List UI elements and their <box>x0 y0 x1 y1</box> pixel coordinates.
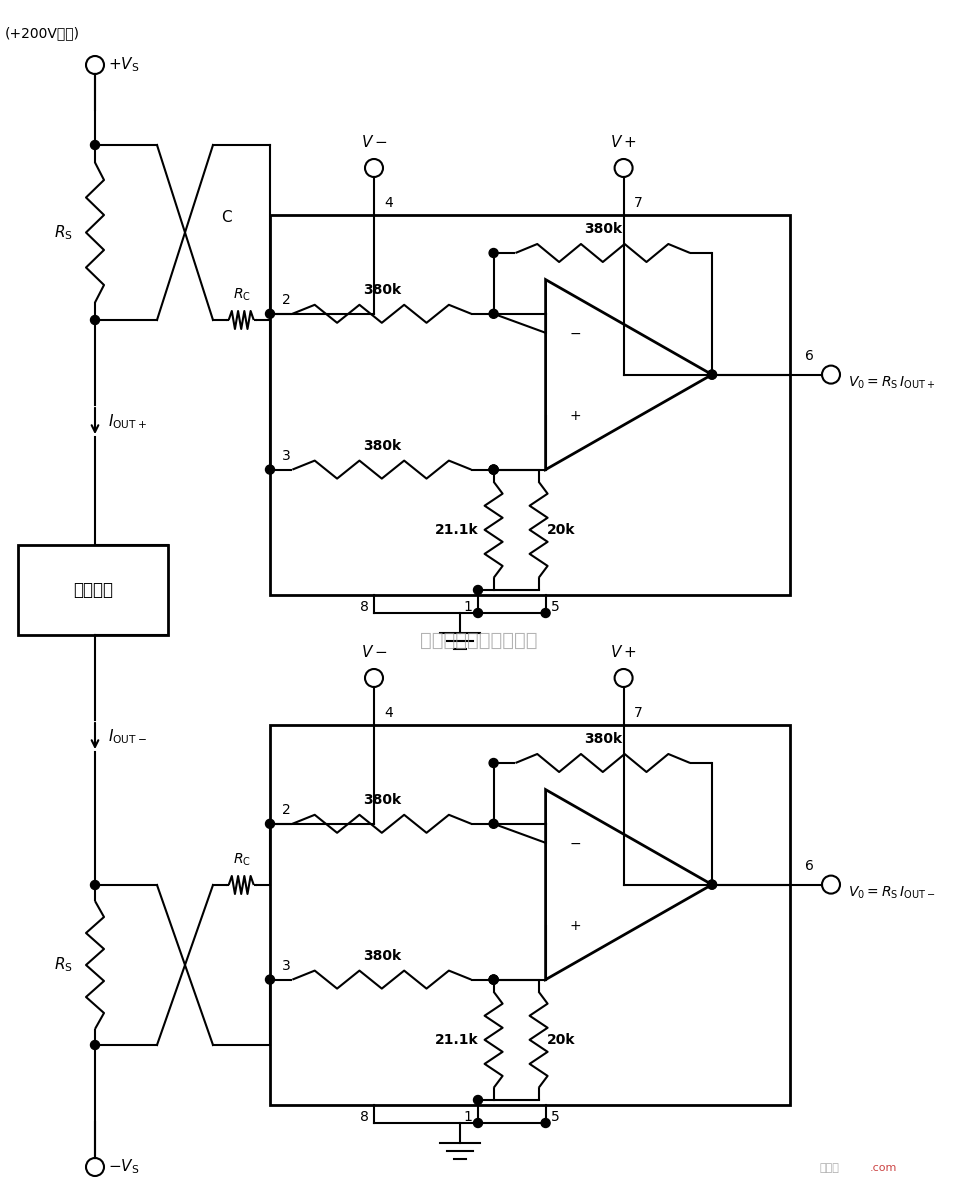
Circle shape <box>708 880 716 889</box>
Text: 测试器件: 测试器件 <box>73 581 113 599</box>
Text: 3: 3 <box>282 958 291 973</box>
Text: $R_\mathrm{S}$: $R_\mathrm{S}$ <box>54 956 73 974</box>
Text: $+$: $+$ <box>570 410 581 423</box>
Text: 2: 2 <box>282 803 291 817</box>
Text: $V+$: $V+$ <box>610 134 637 151</box>
Circle shape <box>541 608 550 618</box>
Circle shape <box>489 249 498 257</box>
Text: 4: 4 <box>384 196 393 210</box>
Circle shape <box>489 465 498 474</box>
Text: $R_\mathrm{C}$: $R_\mathrm{C}$ <box>232 287 250 304</box>
Text: 杭州将睿科技有限公司: 杭州将睿科技有限公司 <box>420 631 538 650</box>
Text: 8: 8 <box>361 600 369 614</box>
Circle shape <box>489 975 498 985</box>
Text: 4: 4 <box>384 706 393 721</box>
Circle shape <box>489 465 498 474</box>
Bar <box>18 545 168 635</box>
Circle shape <box>266 310 274 318</box>
Text: 8: 8 <box>361 1110 369 1124</box>
Text: 21.1k: 21.1k <box>435 522 479 537</box>
Text: 380k: 380k <box>363 792 401 807</box>
Circle shape <box>489 820 498 828</box>
Text: 1: 1 <box>463 1110 472 1124</box>
Text: 20k: 20k <box>547 1032 575 1047</box>
Circle shape <box>90 141 100 149</box>
Text: C: C <box>221 210 232 225</box>
Circle shape <box>708 370 716 379</box>
Text: $-$: $-$ <box>570 326 581 339</box>
Text: 380k: 380k <box>584 733 621 746</box>
Text: 21.1k: 21.1k <box>435 1032 479 1047</box>
Text: $+$: $+$ <box>570 919 581 933</box>
Text: $I_\mathrm{OUT+}$: $I_\mathrm{OUT+}$ <box>108 412 147 431</box>
Circle shape <box>474 608 482 618</box>
Text: $R_\mathrm{C}$: $R_\mathrm{C}$ <box>232 852 250 868</box>
Bar <box>270 215 790 595</box>
Circle shape <box>708 370 716 379</box>
Text: 6: 6 <box>805 349 814 362</box>
Text: $R_\mathrm{S}$: $R_\mathrm{S}$ <box>54 223 73 241</box>
Text: $V-$: $V-$ <box>361 134 387 151</box>
Circle shape <box>90 315 100 325</box>
Circle shape <box>489 465 498 474</box>
Text: $-$: $-$ <box>570 835 581 850</box>
Text: 380k: 380k <box>363 283 401 296</box>
Text: 接线图: 接线图 <box>820 1163 840 1173</box>
Circle shape <box>266 975 274 985</box>
Text: 2: 2 <box>282 293 291 307</box>
Text: $V-$: $V-$ <box>361 644 387 660</box>
Circle shape <box>266 465 274 474</box>
Text: $V_0 = R_\mathrm{S}\,I_\mathrm{OUT-}$: $V_0 = R_\mathrm{S}\,I_\mathrm{OUT-}$ <box>848 884 935 901</box>
Circle shape <box>489 975 498 985</box>
Text: 380k: 380k <box>363 439 401 453</box>
Text: .com: .com <box>870 1163 898 1173</box>
Text: $+V_\mathrm{S}$: $+V_\mathrm{S}$ <box>108 56 139 74</box>
Text: 1: 1 <box>463 600 472 614</box>
Circle shape <box>489 975 498 985</box>
Bar <box>270 725 790 1105</box>
Circle shape <box>266 820 274 828</box>
Text: 5: 5 <box>550 1110 559 1124</box>
Text: $V_0 = R_\mathrm{S}\,I_\mathrm{OUT+}$: $V_0 = R_\mathrm{S}\,I_\mathrm{OUT+}$ <box>848 374 935 391</box>
Text: 20k: 20k <box>547 522 575 537</box>
Circle shape <box>474 1096 482 1104</box>
Text: $-V_\mathrm{S}$: $-V_\mathrm{S}$ <box>108 1158 139 1176</box>
Circle shape <box>489 759 498 767</box>
Text: 380k: 380k <box>584 222 621 235</box>
Circle shape <box>90 1041 100 1049</box>
Circle shape <box>474 1119 482 1128</box>
Text: 380k: 380k <box>363 949 401 963</box>
Text: (+200V最大): (+200V最大) <box>5 26 80 39</box>
Text: 3: 3 <box>282 448 291 462</box>
Circle shape <box>541 1119 550 1128</box>
Circle shape <box>489 310 498 318</box>
Text: 5: 5 <box>550 600 559 614</box>
Text: 7: 7 <box>634 706 643 721</box>
Circle shape <box>708 880 716 889</box>
Circle shape <box>474 586 482 594</box>
Text: $I_\mathrm{OUT-}$: $I_\mathrm{OUT-}$ <box>108 728 147 747</box>
Text: 7: 7 <box>634 196 643 210</box>
Text: 6: 6 <box>805 858 814 872</box>
Circle shape <box>90 881 100 889</box>
Text: $V+$: $V+$ <box>610 644 637 660</box>
